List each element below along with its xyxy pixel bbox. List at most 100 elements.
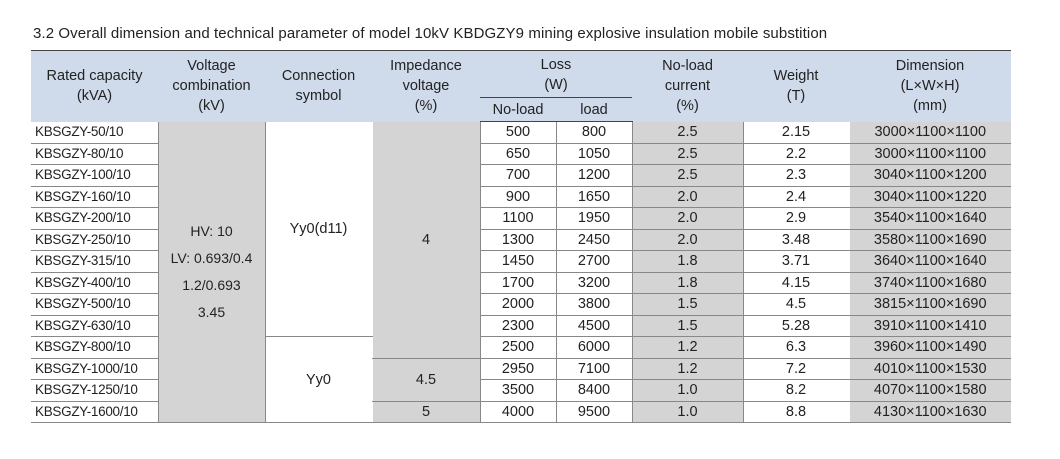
load-loss-cell: 6000 [555, 336, 632, 359]
dimension-cell: 3815×1100×1690 [848, 293, 1011, 316]
noload-loss-cell: 700 [479, 164, 556, 187]
model-cell: KBSGZY-630/10 [31, 315, 158, 337]
dimension-cell: 3000×1100×1100 [848, 143, 1011, 165]
weight-cell: 6.3 [742, 336, 849, 359]
table-row: KBSGZY-100/10 700 1200 2.5 2.3 3040×1100×1200 [31, 164, 1011, 187]
load-loss-cell: 3200 [555, 272, 632, 294]
noload-current-cell: 1.0 [631, 379, 743, 402]
table-row: KBSGZY-1250/10 3500 8400 1.0 8.2 4070×1100×15… [31, 379, 1011, 402]
dimension-cell: 3740×1100×1680 [848, 272, 1011, 294]
weight-cell: 4.5 [742, 293, 849, 316]
load-loss-cell: 4500 [555, 315, 632, 337]
noload-current-cell: 1.2 [631, 358, 743, 380]
noload-current-cell: 1.0 [631, 401, 743, 423]
load-loss-cell: 800 [555, 121, 632, 144]
dimension-cell: 4070×1100×1580 [848, 379, 1011, 402]
model-cell: KBSGZY-50/10 [31, 121, 158, 144]
voltage-line: 3.45 [197, 303, 226, 320]
weight-cell: 3.48 [742, 229, 849, 251]
voltage-line: LV: 0.693/0.4 [170, 249, 253, 266]
noload-current-cell: 2.0 [631, 207, 743, 230]
noload-current-cell: 1.5 [631, 315, 743, 337]
noload-loss-cell: 900 [479, 186, 556, 208]
dimension-cell: 3040×1100×1220 [848, 186, 1011, 208]
model-cell: KBSGZY-1250/10 [31, 379, 158, 402]
table-row: KBSGZY-400/10 1700 3200 1.8 4.15 3740×1100×16… [31, 272, 1011, 294]
noload-current-cell: 2.0 [631, 186, 743, 208]
connection-symbol-cell: Yy0(d11) [264, 121, 372, 337]
weight-cell: 2.9 [742, 207, 849, 230]
dimension-cell: 3000×1100×1100 [848, 121, 1011, 144]
header-loss-noload: No-load [480, 97, 556, 122]
header-loss-load: load [556, 97, 632, 122]
spec-table: Rated capacity (kVA) Voltage combination (k… [31, 50, 1011, 423]
weight-cell: 2.3 [742, 164, 849, 187]
noload-current-cell: 2.5 [631, 143, 743, 165]
load-loss-cell: 1650 [555, 186, 632, 208]
impedance-voltage-cell: 4 [371, 121, 480, 359]
load-loss-cell: 3800 [555, 293, 632, 316]
header-voltage-combination: Voltage combination (kV) [158, 50, 265, 122]
table-body: KBSGZY-50/10 HV: 10 LV: 0.693/0.4 1.2/0.693… [31, 121, 1011, 423]
connection-symbol-cell: Yy0 [264, 336, 372, 423]
weight-cell: 3.71 [742, 250, 849, 273]
noload-current-cell: 1.8 [631, 250, 743, 273]
model-cell: KBSGZY-1000/10 [31, 358, 158, 380]
load-loss-cell: 1200 [555, 164, 632, 187]
table-row: KBSGZY-630/10 2300 4500 1.5 5.28 3910×1100×14… [31, 315, 1011, 337]
header-rated-capacity: Rated capacity (kVA) [31, 50, 158, 122]
table-row: KBSGZY-500/10 2000 3800 1.5 4.5 3815×1100×169… [31, 293, 1011, 316]
header-loss: Loss (W) [480, 50, 632, 98]
table-row: KBSGZY-1000/10 4.5 2950 7100 1.2 7.2 4010×1100… [31, 358, 1011, 402]
impedance-voltage-cell: 5 [371, 401, 480, 423]
dimension-cell: 4130×1100×1630 [848, 401, 1011, 423]
noload-loss-cell: 650 [479, 143, 556, 165]
dimension-cell: 3580×1100×1690 [848, 229, 1011, 251]
voltage-line: HV: 10 [190, 222, 233, 239]
page-title: 3.2 Overall dimension and technical para… [33, 25, 828, 42]
header-connection-symbol: Connection symbol [265, 50, 372, 122]
noload-loss-cell: 500 [479, 121, 556, 144]
model-cell: KBSGZY-200/10 [31, 207, 158, 230]
load-loss-cell: 7100 [555, 358, 632, 380]
dimension-cell: 3960×1100×1490 [848, 336, 1011, 359]
table-row: KBSGZY-50/10 HV: 10 LV: 0.693/0.4 1.2/0.693… [31, 121, 1011, 423]
load-loss-cell: 2450 [555, 229, 632, 251]
noload-loss-cell: 2300 [479, 315, 556, 337]
header-impedance-voltage: Impedance voltage (%) [372, 50, 480, 122]
model-cell: KBSGZY-80/10 [31, 143, 158, 165]
model-cell: KBSGZY-160/10 [31, 186, 158, 208]
weight-cell: 7.2 [742, 358, 849, 380]
table-row: KBSGZY-315/10 1450 2700 1.8 3.71 3640×1100×16… [31, 250, 1011, 273]
weight-cell: 8.2 [742, 379, 849, 402]
noload-loss-cell: 1450 [479, 250, 556, 273]
table-row: KBSGZY-1600/10 5 4000 9500 1.0 8.8 4130×1100×1… [31, 401, 1011, 423]
weight-cell: 2.4 [742, 186, 849, 208]
load-loss-cell: 2700 [555, 250, 632, 273]
table-row: KBSGZY-200/10 1100 1950 2.0 2.9 3540×1100×164… [31, 207, 1011, 230]
noload-loss-cell: 3500 [479, 379, 556, 402]
noload-loss-cell: 4000 [479, 401, 556, 423]
voltage-line: 1.2/0.693 [182, 276, 241, 293]
weight-cell: 8.8 [742, 401, 849, 423]
noload-current-cell: 1.8 [631, 272, 743, 294]
noload-current-cell: 1.5 [631, 293, 743, 316]
noload-loss-cell: 1300 [479, 229, 556, 251]
voltage-combination-cell: HV: 10 LV: 0.693/0.4 1.2/0.693 3.45 [157, 121, 265, 423]
noload-current-cell: 2.0 [631, 229, 743, 251]
model-cell: KBSGZY-250/10 [31, 229, 158, 251]
header-noload-current: No-load current (%) [632, 50, 743, 122]
noload-current-cell: 2.5 [631, 164, 743, 187]
header-dimension: Dimension (L×W×H) (mm) [849, 50, 1011, 122]
dimension-cell: 3910×1100×1410 [848, 315, 1011, 337]
weight-cell: 2.2 [742, 143, 849, 165]
noload-loss-cell: 1700 [479, 272, 556, 294]
model-cell: KBSGZY-1600/10 [31, 401, 158, 423]
table-row: KBSGZY-80/10 650 1050 2.5 2.2 3000×1100×1100 [31, 143, 1011, 165]
noload-current-cell: 1.2 [631, 336, 743, 359]
weight-cell: 5.28 [742, 315, 849, 337]
load-loss-cell: 1050 [555, 143, 632, 165]
load-loss-cell: 8400 [555, 379, 632, 402]
load-loss-cell: 9500 [555, 401, 632, 423]
noload-loss-cell: 2500 [479, 336, 556, 359]
